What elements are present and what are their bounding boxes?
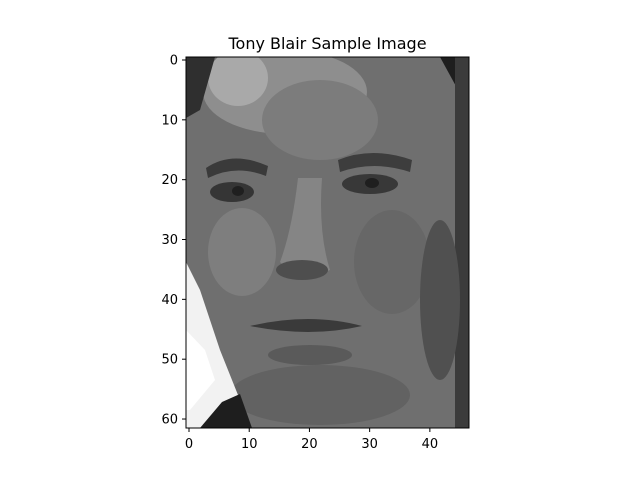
right-jaw-shadow [420, 220, 460, 380]
x-tick-label: 40 [422, 437, 439, 452]
x-tick-label: 30 [361, 437, 378, 452]
forehead-bright-patch [208, 57, 268, 106]
left-eyebrow [206, 158, 268, 178]
collar-dark [200, 394, 252, 428]
chin-fold [268, 345, 352, 365]
y-tick-label: 60 [161, 413, 178, 428]
chart-title: Tony Blair Sample Image [227, 34, 426, 53]
x-axis: 0 10 20 30 40 [185, 428, 438, 452]
right-eyebrow [338, 153, 412, 172]
mouth [250, 319, 362, 332]
y-tick-label: 20 [161, 173, 178, 188]
image-plot-area [186, 57, 469, 428]
top-left-dark-corner [186, 57, 215, 118]
axes-frame [185, 56, 470, 429]
nose-bridge [280, 178, 330, 276]
chin [230, 365, 410, 425]
right-edge-dark [455, 57, 469, 428]
y-tick-label: 0 [170, 53, 178, 68]
forehead-shade [262, 80, 378, 160]
x-tick-label: 0 [185, 437, 193, 452]
y-tick-label: 30 [161, 233, 178, 248]
left-pupil [232, 186, 244, 196]
right-cheek [354, 210, 430, 314]
left-cheek [208, 208, 276, 296]
y-axis: 0 10 20 30 40 50 60 [161, 53, 186, 428]
y-tick-label: 50 [161, 353, 178, 368]
x-tick-label: 20 [301, 437, 318, 452]
nose-shadow [276, 260, 328, 280]
face-image [186, 57, 469, 428]
right-pupil [365, 178, 379, 188]
y-tick-label: 10 [161, 113, 178, 128]
y-tick-label: 40 [161, 293, 178, 308]
left-eye [210, 182, 254, 202]
x-tick-label: 10 [241, 437, 258, 452]
left-background-white [186, 330, 215, 410]
